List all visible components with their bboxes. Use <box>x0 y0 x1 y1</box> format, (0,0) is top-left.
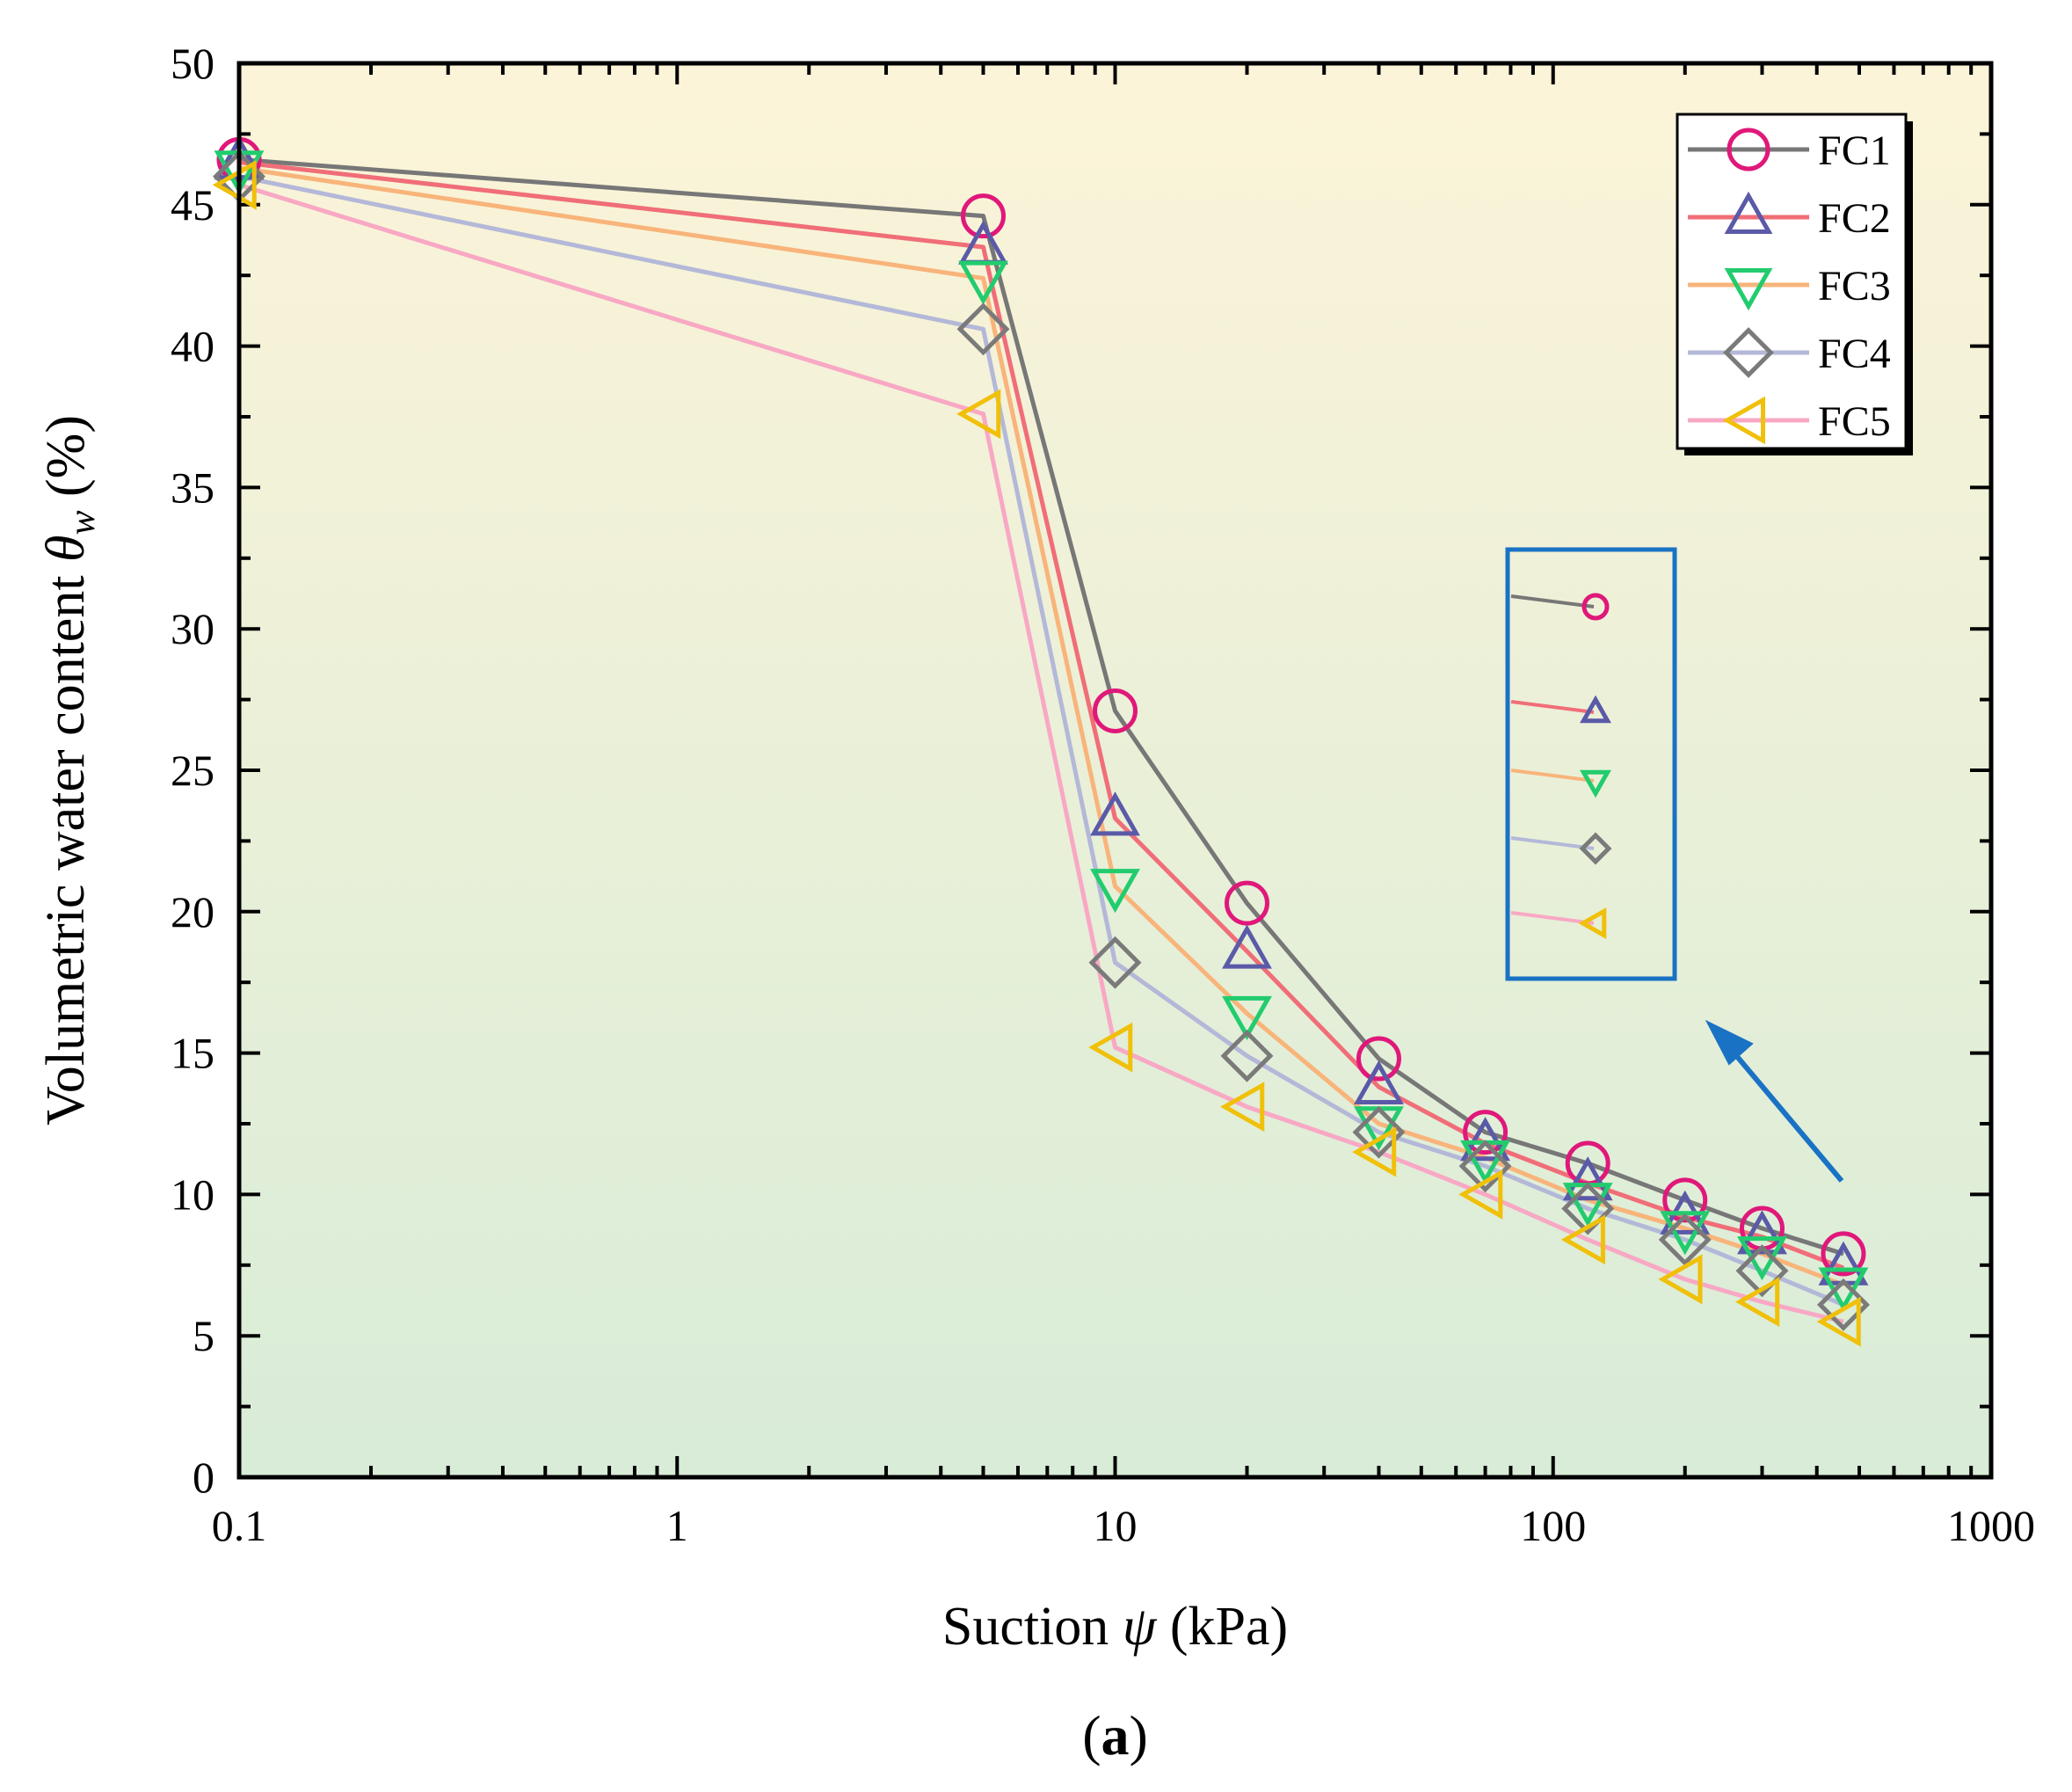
series-line-fc4 <box>238 174 1844 1308</box>
legend-label-fc4: FC4 <box>1818 331 1891 377</box>
data-point-fc5 <box>1088 1022 1133 1073</box>
panel-label: (a) <box>1082 1704 1148 1767</box>
y-tick-label: 0 <box>193 1453 214 1502</box>
data-point-fc4 <box>956 302 1010 356</box>
data-point-fc5 <box>1560 1214 1605 1265</box>
inset-box <box>1505 547 1677 981</box>
y-tick-label: 5 <box>193 1311 214 1360</box>
legend-box <box>1676 113 1908 450</box>
data-point-fc3 <box>1090 869 1140 914</box>
inset-marker-fc3 <box>1580 769 1611 798</box>
y-tick-label: 25 <box>171 746 214 795</box>
data-point-fc4 <box>1658 1213 1712 1266</box>
data-point-fc2 <box>1222 924 1272 969</box>
data-point-fc4 <box>1458 1140 1512 1193</box>
inset-line-fc2 <box>1510 700 1595 714</box>
data-point-fc4 <box>1352 1105 1406 1159</box>
y-axis-label: Volumetric water content θw (%) <box>36 415 103 1125</box>
x-axis-label: Suction ψ (kPa) <box>942 1597 1288 1657</box>
data-point-fc5 <box>212 159 257 210</box>
data-point-fc1 <box>1093 688 1138 733</box>
y-tick-label: 35 <box>171 463 214 512</box>
x-tick-label: 100 <box>1520 1501 1586 1550</box>
y-tick-label: 30 <box>171 604 214 653</box>
data-point-fc2 <box>1354 1060 1404 1104</box>
data-point-fc4 <box>1735 1244 1789 1298</box>
data-point-fc1 <box>1463 1110 1509 1155</box>
legend-label-fc3: FC3 <box>1818 263 1891 310</box>
legend-marker-fc3 <box>1724 268 1773 311</box>
x-tick-label: 10 <box>1094 1501 1138 1550</box>
y-tick-label: 40 <box>171 322 214 371</box>
data-point-fc5 <box>1816 1296 1861 1347</box>
x-tick-label: 0.1 <box>212 1501 267 1550</box>
inset-marker-fc4 <box>1579 832 1612 865</box>
series-line-fc2 <box>238 160 1844 1271</box>
data-point-fc4 <box>1220 1029 1274 1082</box>
series-line-fc1 <box>238 157 1844 1257</box>
data-point-fc3 <box>1818 1267 1869 1312</box>
inset-line-fc1 <box>1510 594 1595 608</box>
y-tick-label: 50 <box>171 39 214 88</box>
inset-line-fc3 <box>1510 769 1595 783</box>
series-line-fc5 <box>238 182 1844 1324</box>
data-point-fc1 <box>1356 1036 1401 1082</box>
data-point-fc5 <box>1735 1277 1780 1328</box>
data-point-fc5 <box>1458 1169 1503 1220</box>
data-point-fc1 <box>1662 1177 1708 1223</box>
legend-label-fc5: FC5 <box>1818 398 1891 445</box>
legend-marker-fc4 <box>1723 327 1774 378</box>
legend-label-fc2: FC2 <box>1818 195 1891 242</box>
inset-line-fc5 <box>1510 911 1595 925</box>
inset-marker-fc1 <box>1581 593 1610 621</box>
legend-marker-fc1 <box>1727 127 1770 171</box>
y-tick-label: 20 <box>171 887 214 936</box>
data-point-fc4 <box>1561 1182 1615 1235</box>
legend-marker-fc5 <box>1722 396 1765 445</box>
data-point-fc4 <box>1816 1278 1870 1331</box>
data-point-fc1 <box>1821 1231 1866 1277</box>
data-point-fc2 <box>1737 1210 1787 1255</box>
data-point-fc4 <box>1088 936 1142 989</box>
inset-line-fc4 <box>1510 836 1595 850</box>
data-point-fc1 <box>1224 880 1269 926</box>
inset-marker-fc2 <box>1580 695 1611 724</box>
data-point-fc3 <box>1660 1211 1711 1256</box>
data-point-fc1 <box>961 193 1007 239</box>
data-point-fc2 <box>1090 791 1140 836</box>
inset-arrow-head <box>1705 1019 1754 1066</box>
y-tick-label: 45 <box>171 180 214 229</box>
inset-marker-fc5 <box>1578 907 1607 939</box>
legend-marker-fc2 <box>1724 191 1773 234</box>
plot-frame <box>236 61 1994 1480</box>
x-tick-label: 1000 <box>1947 1501 2035 1550</box>
legend-label-fc1: FC1 <box>1818 127 1891 174</box>
data-point-fc2 <box>1562 1156 1613 1201</box>
data-point-fc5 <box>1352 1126 1397 1177</box>
data-point-fc5 <box>956 389 1001 440</box>
data-point-fc3 <box>958 260 1008 305</box>
y-tick-label: 15 <box>171 1029 214 1078</box>
x-tick-label: 1 <box>666 1501 688 1550</box>
y-tick-label: 10 <box>171 1169 214 1219</box>
inset-arrow-shaft <box>1727 1046 1844 1183</box>
data-point-fc2 <box>1460 1117 1511 1162</box>
data-point-fc3 <box>1222 995 1272 1040</box>
data-point-fc5 <box>1220 1082 1265 1133</box>
series-line-fc3 <box>238 165 1844 1287</box>
data-point-fc5 <box>1658 1254 1703 1305</box>
